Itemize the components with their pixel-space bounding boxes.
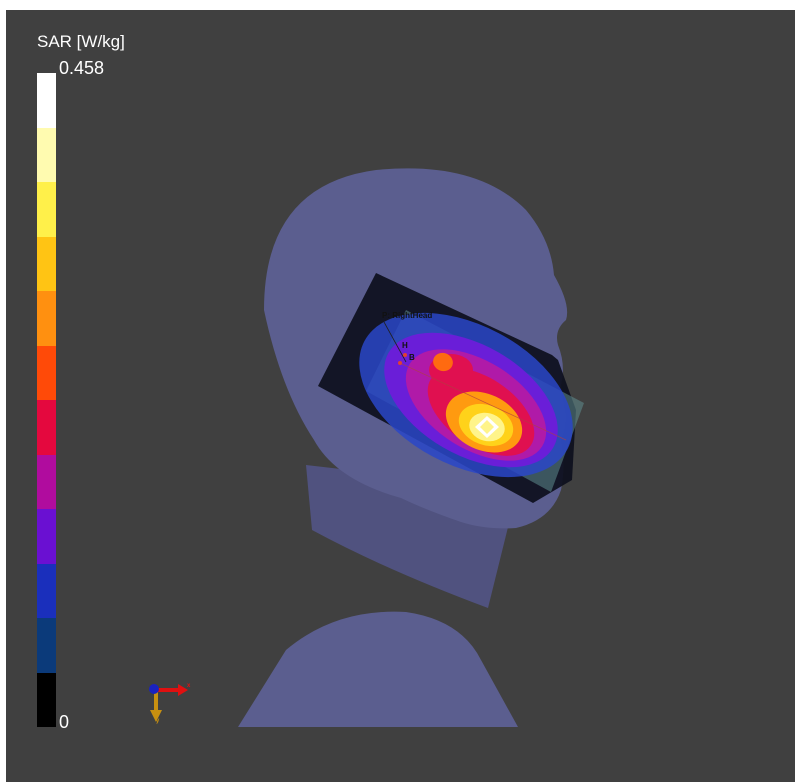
legend-max-value: 0.458 xyxy=(59,58,105,78)
sar-3d-scene[interactable] xyxy=(6,10,795,782)
colorbar-segment-6 xyxy=(37,400,56,455)
ref-point-icon xyxy=(403,353,407,357)
h-marker-label: H xyxy=(402,341,408,350)
sar-colorbar xyxy=(37,73,56,727)
colorbar-segment-4 xyxy=(37,291,56,346)
colorbar-segment-1 xyxy=(37,127,56,182)
y-axis-label: y xyxy=(156,718,160,724)
colorbar-segment-0 xyxy=(37,73,56,128)
legend-title: SAR [W/kg] xyxy=(37,32,125,51)
colorbar-segment-2 xyxy=(37,182,56,237)
sar-distribution xyxy=(359,312,573,478)
probe-line xyxy=(383,321,407,363)
b-marker-label: B xyxy=(409,353,415,362)
colorbar-segment-11 xyxy=(37,672,56,727)
probe-label: P: RightHead xyxy=(382,311,433,320)
colorbar-segment-8 xyxy=(37,509,56,564)
colorbar-segment-7 xyxy=(37,454,56,509)
colorbar-segment-10 xyxy=(37,618,56,673)
colorbar-segment-5 xyxy=(37,345,56,400)
x-axis-label: x xyxy=(187,683,191,689)
torso-shape xyxy=(238,611,518,727)
colorbar-segment-9 xyxy=(37,563,56,618)
ref-point-icon xyxy=(398,361,402,365)
3d-viewport[interactable]: P: RightHead H B x y SAR [W/kg] 0.458 0 xyxy=(6,10,795,782)
axis-triad-icon[interactable] xyxy=(149,684,188,722)
colorbar-segment-3 xyxy=(37,236,56,291)
legend-min-value: 0 xyxy=(59,712,70,732)
reference-line xyxy=(399,362,567,441)
